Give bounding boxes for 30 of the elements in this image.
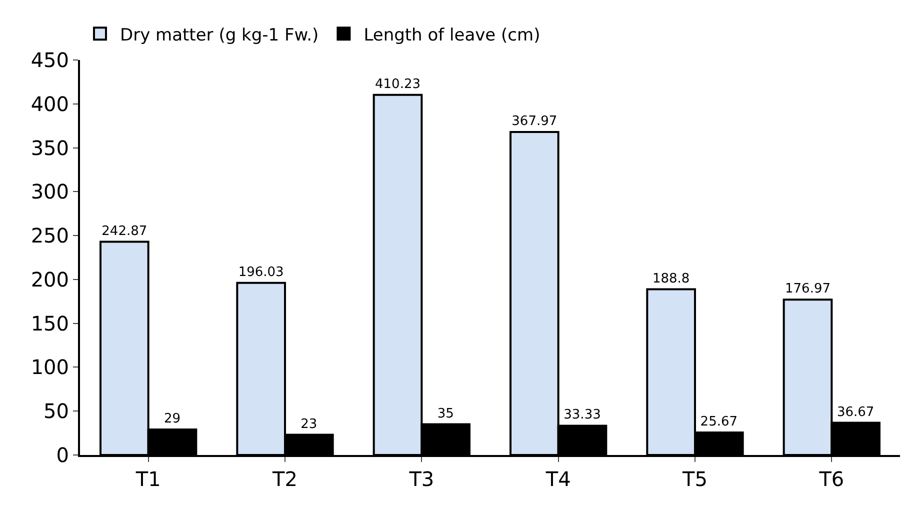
y-tick-label: 400: [30, 92, 69, 116]
y-tick-label: 50: [44, 399, 69, 424]
legend-label: Dry matter (g kg-1 Fw.): [120, 25, 319, 46]
data-label: 35: [437, 406, 454, 422]
x-tick-label: T6: [818, 467, 844, 491]
y-tick-label: 350: [30, 136, 69, 160]
legend-label: Length of leave (cm): [364, 25, 540, 46]
data-label: 188.8: [652, 271, 690, 286]
y-tick-label: 0: [56, 443, 69, 467]
data-label: 23: [300, 416, 318, 432]
data-label: 29: [164, 412, 181, 427]
x-tick-label: T2: [272, 467, 298, 491]
y-tick-label: 450: [30, 48, 69, 72]
data-label: 410.23: [375, 76, 420, 92]
data-label: 25.67: [700, 414, 738, 430]
x-tick-label: T5: [682, 467, 708, 491]
data-label: 33.33: [564, 408, 601, 423]
y-tick-label: 200: [30, 267, 69, 292]
data-label: 367.97: [512, 114, 558, 129]
x-tick-label: T3: [408, 467, 434, 491]
data-label: 36.67: [836, 404, 874, 420]
y-tick-label: 150: [30, 311, 69, 336]
data-label: 176.97: [785, 282, 830, 297]
y-tick-label: 250: [30, 224, 69, 248]
x-tick-label: T1: [134, 467, 161, 491]
data-label: 242.87: [102, 224, 148, 239]
y-tick-label: 100: [30, 355, 69, 380]
y-tick-label: 300: [30, 180, 69, 204]
data-label: 196.03: [238, 264, 284, 280]
x-tick-label: T4: [544, 467, 571, 491]
